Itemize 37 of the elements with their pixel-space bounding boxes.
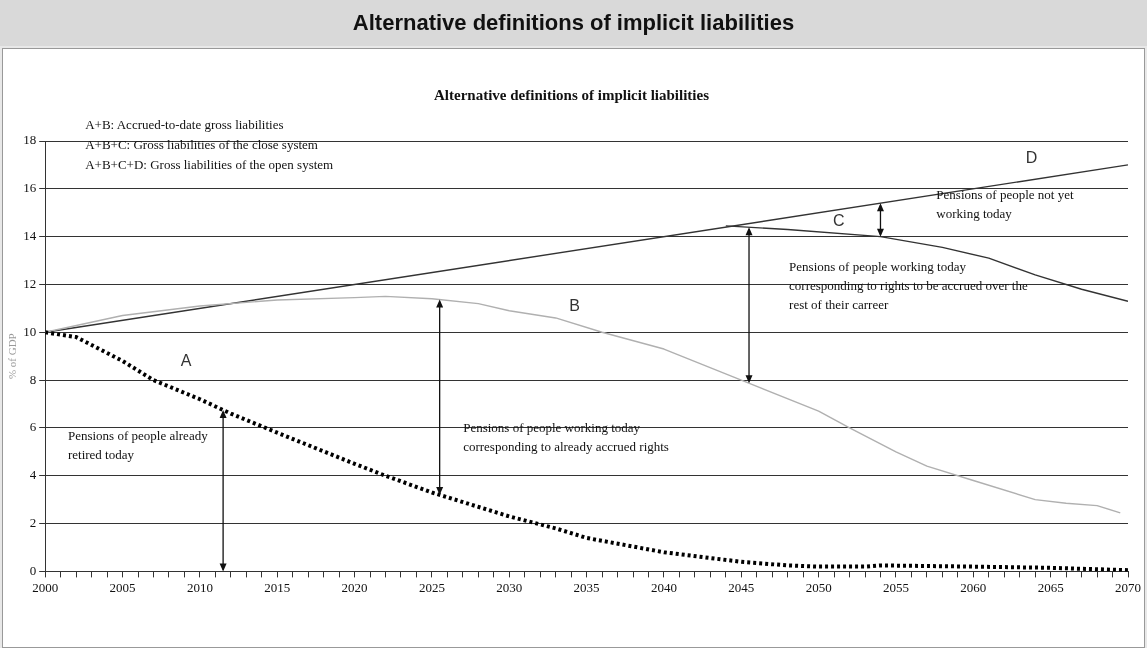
x-tick-label: 2005 [109,579,136,595]
x-tick-label: 2000 [32,579,59,595]
y-tick-label: 2 [29,515,37,530]
text: A+B: Accrued-to-date gross liabilities [85,117,284,133]
annotation: Pensions of people not yet working today [936,187,1074,222]
x-tick-label: 2040 [650,579,677,595]
annotation: B [569,296,581,314]
y-tick-label: 12 [23,275,37,291]
x-tick-label: 2025 [418,579,445,595]
x-tick-label: 2050 [805,579,832,595]
annotation: A+B+C+D: Gross liabilities of the open system [85,157,334,173]
x-tick-label: 2055 [882,579,909,595]
x-tick-label: 2060 [960,579,987,595]
annotation: A+B+C: Gross liabilities of the close system [85,137,318,153]
y-axis-title: % of GDP [6,333,19,380]
x-tick-label: 2010 [186,579,213,595]
x-tick-label: 2045 [728,579,755,595]
y-tick-label: 10 [23,323,37,339]
annotation: Pensions of people already retired today [67,427,209,462]
y-tick-label: 4 [29,467,37,483]
y-tick-label: 0 [29,562,37,578]
chart-title: Alternative definitions of implicit liabilities [0,0,1147,46]
y-tick-label: 8 [29,371,37,387]
x-tick-label: 2030 [496,579,523,595]
x-tick-label: 2035 [573,579,600,595]
annotation: D [1025,149,1038,167]
y-tick-label: 18 [23,132,37,148]
y-tick-label: 6 [29,419,37,435]
x-tick-label: 2065 [1037,579,1064,595]
y-tick-label: 14 [23,228,37,244]
x-tick-label: 2020 [341,579,368,595]
annotation: A [180,352,192,370]
y-tick-label: 16 [23,180,37,196]
chart-subtitle: Alternative definitions of implicit liabilities [434,86,710,103]
x-tick-label: 2015 [264,579,291,595]
annotation: C [833,211,845,229]
x-tick-label: 2070 [1115,579,1141,595]
